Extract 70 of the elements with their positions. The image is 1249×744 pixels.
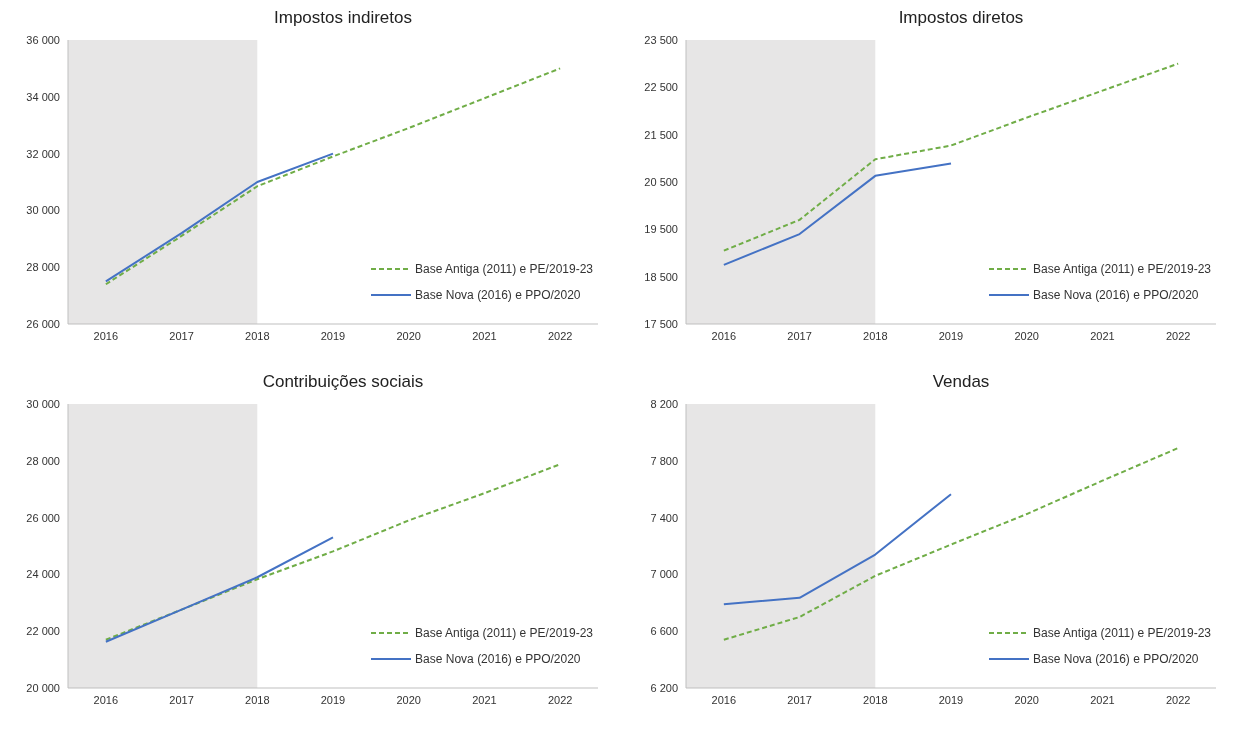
y-tick-label: 28 000 [26, 261, 60, 274]
y-tick-label: 22 000 [26, 625, 60, 638]
y-tick-label: 7 000 [650, 568, 678, 581]
legend-label: Base Nova (2016) e PPO/2020 [415, 652, 581, 666]
x-tick-label: 2016 [93, 329, 119, 342]
x-tick-label: 2017 [787, 693, 812, 706]
y-tick-label: 19 500 [644, 223, 678, 236]
y-tick-label: 17 500 [644, 317, 678, 330]
x-tick-label: 2017 [169, 329, 194, 342]
x-tick-label: 2021 [472, 693, 497, 706]
chart-title: Contribuições sociais [261, 372, 425, 393]
x-tick-label: 2020 [396, 693, 421, 706]
y-tick-label: 7 800 [650, 454, 678, 467]
y-tick-label: 6 600 [650, 625, 678, 638]
x-tick-label: 2017 [787, 329, 812, 342]
line-series [104, 536, 334, 643]
legend-label: Base Nova (2016) e PPO/2020 [1033, 652, 1199, 666]
x-tick-label: 2022 [1165, 329, 1191, 342]
x-tick-label: 2020 [1014, 329, 1039, 342]
x-tick-label: 2021 [472, 329, 497, 342]
x-tick-label: 2021 [1090, 693, 1115, 706]
y-tick-label: 32 000 [26, 147, 60, 160]
y-tick-label: 20 500 [644, 175, 678, 188]
legend-label: Base Antiga (2011) e PE/2019-23 [1033, 626, 1211, 640]
line-series [722, 62, 1180, 252]
y-tick-label: 7 400 [650, 511, 678, 524]
y-tick-label: 30 000 [26, 204, 60, 217]
x-tick-label: 2018 [245, 329, 270, 342]
x-tick-label: 2018 [863, 329, 888, 342]
x-tick-label: 2019 [320, 329, 346, 342]
y-tick-label: 34 000 [26, 90, 60, 103]
y-tick-label: 21 500 [644, 128, 678, 141]
y-tick-label: 20 000 [26, 681, 60, 694]
x-tick-label: 2022 [547, 693, 573, 706]
x-tick-label: 2019 [938, 693, 964, 706]
x-tick-label: 2018 [863, 693, 888, 706]
y-tick-label: 23 500 [644, 33, 678, 46]
x-tick-label: 2022 [547, 329, 573, 342]
y-tick-label: 36 000 [26, 33, 60, 46]
legend-label: Base Antiga (2011) e PE/2019-23 [1033, 262, 1211, 276]
y-tick-label: 30 000 [26, 397, 60, 410]
chart-title: Vendas [931, 372, 991, 393]
line-series [104, 152, 334, 283]
x-tick-label: 2018 [245, 693, 270, 706]
chart-title: Impostos indiretos [273, 8, 413, 29]
chart-title: Impostos diretos [897, 8, 1025, 29]
x-tick-label: 2022 [1165, 693, 1191, 706]
x-tick-label: 2016 [711, 693, 737, 706]
y-tick-label: 28 000 [26, 454, 60, 467]
legend-label: Base Nova (2016) e PPO/2020 [415, 288, 581, 302]
x-tick-label: 2019 [320, 693, 346, 706]
legend-label: Base Nova (2016) e PPO/2020 [1033, 288, 1199, 302]
y-tick-label: 26 000 [26, 317, 60, 330]
x-tick-label: 2021 [1090, 329, 1115, 342]
x-tick-label: 2020 [1014, 693, 1039, 706]
line-series [722, 162, 952, 266]
y-tick-label: 8 200 [650, 397, 678, 410]
x-tick-label: 2016 [711, 329, 737, 342]
x-tick-label: 2020 [396, 329, 421, 342]
legend-label: Base Antiga (2011) e PE/2019-23 [415, 262, 593, 276]
line-series [722, 493, 952, 606]
y-tick-label: 6 200 [650, 681, 678, 694]
legend-label: Base Antiga (2011) e PE/2019-23 [415, 626, 593, 640]
y-tick-label: 18 500 [644, 270, 678, 283]
x-tick-label: 2019 [938, 329, 964, 342]
y-tick-label: 24 000 [26, 568, 60, 581]
x-tick-label: 2017 [169, 693, 194, 706]
y-tick-label: 26 000 [26, 511, 60, 524]
y-tick-label: 22 500 [644, 81, 678, 94]
x-tick-label: 2016 [93, 693, 119, 706]
